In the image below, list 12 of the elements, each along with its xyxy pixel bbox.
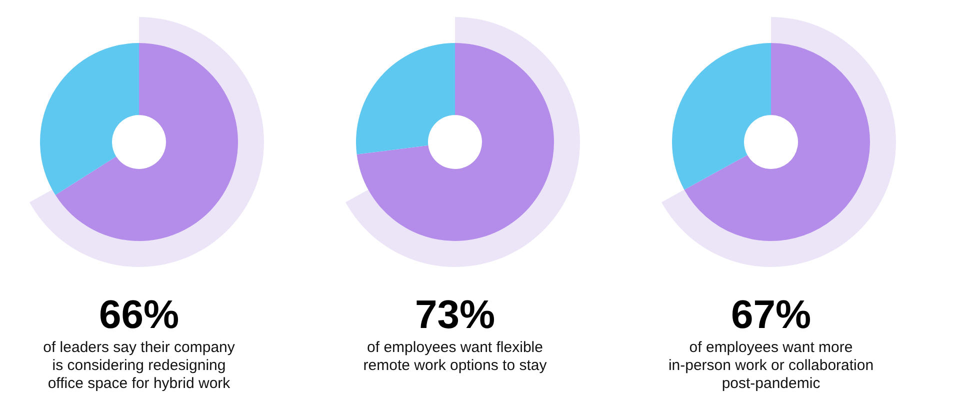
text: 67% [730, 293, 812, 337]
donut-slice [356, 43, 455, 154]
text: of leaders say their company is considering redesigning office space for hybrid work [43, 339, 236, 392]
text: of employees want flexible remote work options to stay [363, 339, 548, 374]
donut-slice [684, 43, 870, 241]
text: of employees want more in-person work or collaboration post-pandemic [668, 339, 874, 392]
donut-slice [40, 43, 139, 196]
donut-slice [356, 43, 554, 241]
donut-slice [672, 43, 771, 190]
text: 73% [414, 293, 496, 337]
text: 66% [98, 293, 180, 337]
donut-slice [55, 43, 238, 241]
